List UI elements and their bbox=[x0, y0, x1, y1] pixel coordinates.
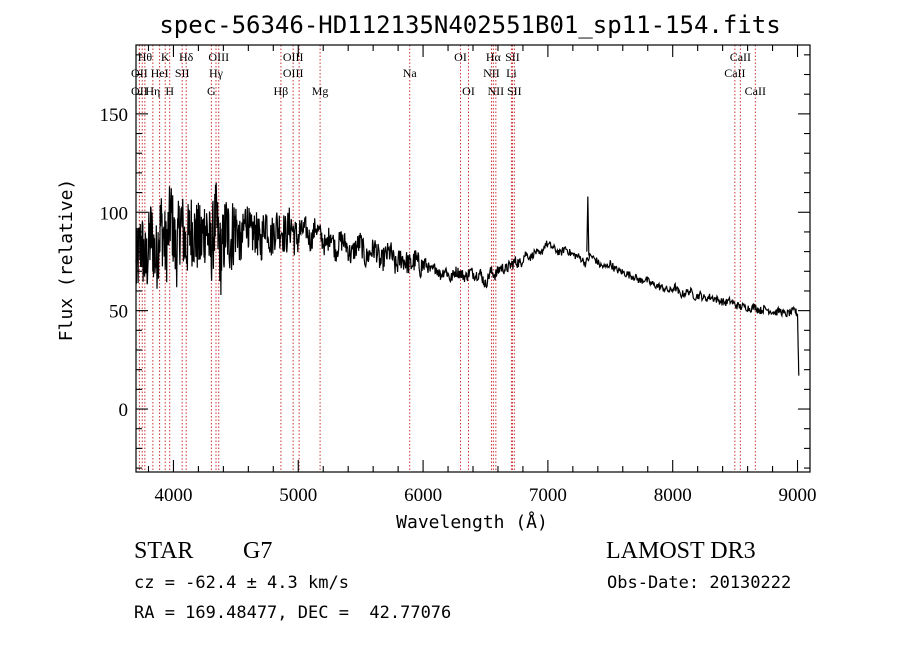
line-label: OI bbox=[454, 50, 467, 64]
x-tick-label: 6000 bbox=[404, 485, 442, 506]
object-subclass: G7 bbox=[243, 538, 273, 564]
y-tick-label: 0 bbox=[119, 400, 129, 421]
plot-frame bbox=[135, 44, 811, 473]
line-label: Na bbox=[403, 66, 418, 80]
line-label: K bbox=[161, 50, 170, 64]
line-label: Hδ bbox=[179, 50, 194, 64]
x-tick-label: 4000 bbox=[154, 485, 192, 506]
line-label: OIII bbox=[283, 50, 304, 64]
ra-dec: RA = 169.48477, DEC = 42.77076 bbox=[134, 603, 452, 623]
redshift-cz: cz = -62.4 ± 4.3 km/s bbox=[134, 573, 349, 593]
line-label: Hα bbox=[486, 50, 502, 64]
y-tick-label: 100 bbox=[100, 203, 129, 224]
line-label: SII bbox=[507, 84, 522, 98]
spectrum-line bbox=[135, 182, 800, 376]
line-label: OII bbox=[131, 66, 148, 80]
line-label: CaII bbox=[730, 50, 751, 64]
object-class: STAR bbox=[134, 538, 194, 564]
line-label: Hη bbox=[145, 84, 160, 98]
x-tick-label: 9000 bbox=[779, 485, 817, 506]
line-label: G bbox=[207, 84, 216, 98]
line-label: Li bbox=[506, 66, 517, 80]
line-label: OIII bbox=[283, 66, 304, 80]
observation-date: Obs-Date: 20130222 bbox=[607, 573, 792, 593]
y-axis-label: Flux (relative) bbox=[56, 179, 77, 342]
line-label: SII bbox=[175, 66, 190, 80]
line-label: CaII bbox=[745, 84, 766, 98]
x-axis-label: Wavelength (Å) bbox=[396, 511, 548, 533]
line-label: Hβ bbox=[274, 84, 289, 98]
line-label: SII bbox=[505, 50, 520, 64]
line-label: Hγ bbox=[209, 66, 224, 80]
line-label: NII bbox=[483, 66, 500, 80]
line-label: OI bbox=[462, 84, 475, 98]
y-tick-label: 50 bbox=[109, 302, 128, 323]
axis-ticks: 4000 5000 6000 7000 8000 9000 0 50 100 150 bbox=[100, 45, 817, 506]
x-tick-label: 5000 bbox=[279, 485, 317, 506]
line-label: Hθ bbox=[138, 50, 153, 64]
x-tick-label: 8000 bbox=[654, 485, 692, 506]
x-tick-label: 7000 bbox=[529, 485, 567, 506]
line-label: Mg bbox=[312, 84, 329, 98]
line-label: OIII bbox=[208, 50, 229, 64]
line-label: OII bbox=[131, 84, 148, 98]
line-label: CaII bbox=[724, 66, 745, 80]
line-label: H bbox=[165, 84, 174, 98]
line-label: NII bbox=[488, 84, 505, 98]
line-label: HeI bbox=[151, 66, 169, 80]
spectrum-spike bbox=[586, 196, 590, 256]
chart-title: spec-56346-HD112135N402551B01_sp11-154.f… bbox=[159, 11, 780, 39]
survey-name: LAMOST DR3 bbox=[606, 538, 756, 564]
y-tick-label: 150 bbox=[100, 105, 129, 126]
